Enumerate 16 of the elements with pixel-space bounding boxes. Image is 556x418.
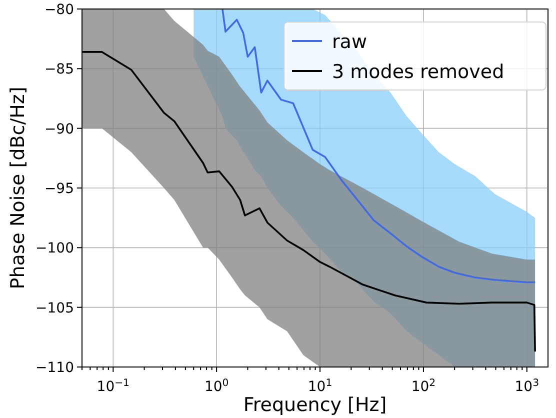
- y-axis-title: Phase Noise [dBc/Hz]: [7, 86, 29, 290]
- y-tick-label: −95: [44, 181, 74, 197]
- x-tick-label: 10$^{0}$: [204, 378, 229, 395]
- x-tick-label: 10$^{3}$: [514, 378, 540, 395]
- y-tick-label: −110: [36, 360, 74, 376]
- y-tick-label: −90: [44, 121, 74, 138]
- legend-label: 3 modes removed: [332, 61, 504, 83]
- y-tick-label: −80: [44, 2, 74, 18]
- x-tick-label: 10$^{2}$: [411, 378, 436, 395]
- legend-label: raw: [332, 31, 367, 53]
- x-axis-title: Frequency [Hz]: [243, 394, 387, 416]
- x-tick-label: 10$^{−1}$: [96, 378, 130, 395]
- x-tick-label: 10$^{1}$: [308, 378, 332, 395]
- y-tick-label: −85: [44, 62, 74, 78]
- y-tick-label: −105: [36, 300, 74, 316]
- y-tick-label: −100: [36, 240, 74, 257]
